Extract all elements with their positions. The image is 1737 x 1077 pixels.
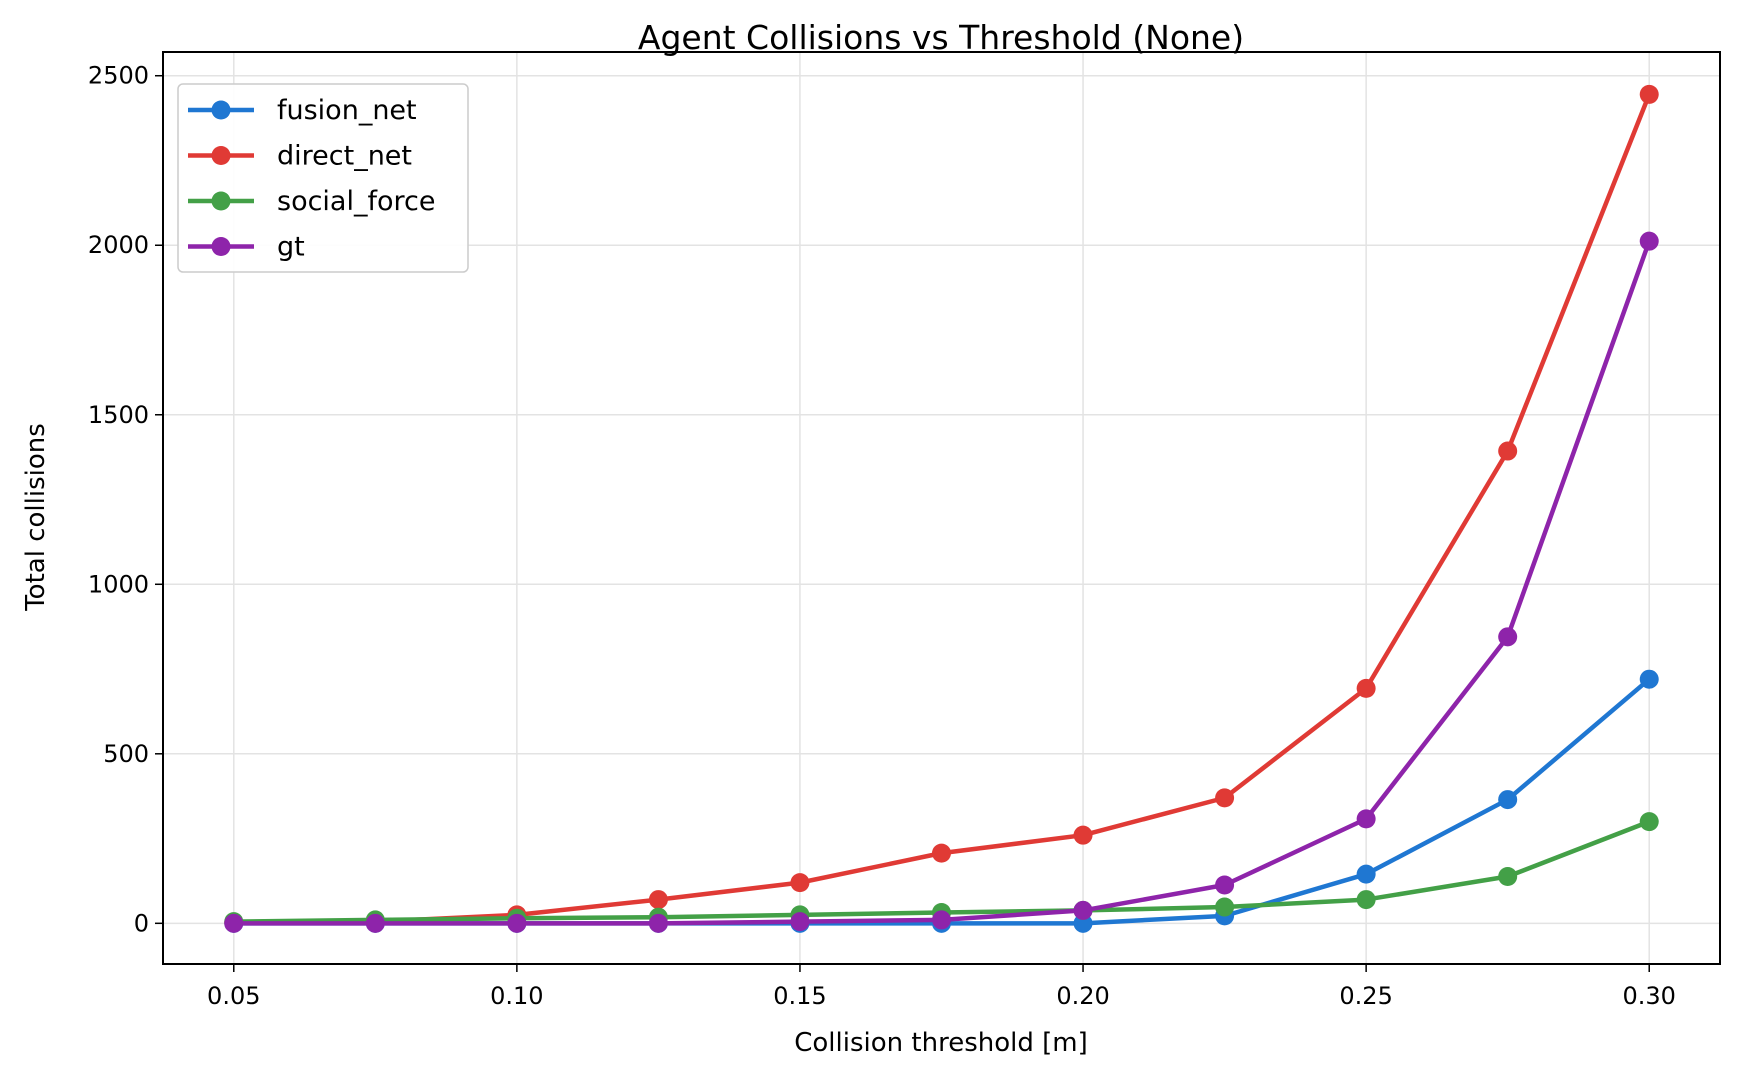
legend-swatch-marker <box>211 191 231 211</box>
legend-label: gt <box>277 232 305 263</box>
x-axis-label: Collision threshold [m] <box>794 1028 1087 1058</box>
y-tick-label: 2500 <box>88 62 149 90</box>
data-point <box>790 912 810 932</box>
y-tick-label: 2000 <box>88 231 149 259</box>
x-tick-label: 0.20 <box>1056 982 1109 1010</box>
x-axis: 0.05 0.10 0.15 0.20 0.25 0.30 <box>207 964 1676 1010</box>
x-tick-label: 0.25 <box>1339 982 1392 1010</box>
data-point <box>1639 231 1659 251</box>
data-point <box>1356 678 1376 698</box>
data-point <box>1356 864 1376 884</box>
data-point <box>648 913 668 933</box>
legend-label: direct_net <box>277 141 412 172</box>
data-point <box>1498 790 1518 810</box>
y-axis-label: Total collisions <box>21 423 51 612</box>
data-point <box>507 913 527 933</box>
data-point <box>1073 825 1093 845</box>
legend-item-social-force: social_force <box>188 186 435 217</box>
legend-item-fusion-net: fusion_net <box>188 95 417 126</box>
y-tick-label: 500 <box>103 740 149 768</box>
legend-item-direct-net: direct_net <box>188 141 412 172</box>
data-point <box>1215 875 1235 895</box>
data-point <box>1073 900 1093 920</box>
data-point <box>1639 812 1659 832</box>
chart-title: Agent Collisions vs Threshold (None) <box>638 18 1244 57</box>
y-tick-label: 0 <box>134 909 149 937</box>
legend-swatch-marker <box>211 100 231 120</box>
data-point <box>648 890 668 910</box>
data-point <box>1215 897 1235 917</box>
data-point <box>932 843 951 863</box>
data-point <box>932 910 951 930</box>
legend-label: social_force <box>277 186 435 217</box>
data-point <box>224 913 244 933</box>
data-point <box>1356 809 1376 829</box>
x-tick-label: 0.10 <box>490 982 543 1010</box>
data-point <box>1215 788 1235 808</box>
legend-box <box>177 83 469 273</box>
y-tick-label: 1500 <box>88 401 149 429</box>
x-tick-label: 0.30 <box>1623 982 1676 1010</box>
data-point <box>1498 867 1518 887</box>
grid <box>163 52 1720 964</box>
series-gt <box>224 231 1659 933</box>
x-tick-label: 0.05 <box>207 982 260 1010</box>
data-point <box>790 873 810 893</box>
data-point <box>1498 441 1518 461</box>
data-point <box>1498 627 1518 647</box>
plot-frame <box>162 51 1721 965</box>
data-point <box>1356 890 1376 910</box>
data-point <box>1639 84 1659 104</box>
legend-swatch-marker <box>211 237 231 256</box>
y-axis: 0 500 1000 1500 2000 2500 <box>88 62 163 937</box>
y-tick-label: 1000 <box>88 570 149 598</box>
series-layer <box>224 84 1659 933</box>
x-tick-label: 0.15 <box>773 982 826 1010</box>
legend-label: fusion_net <box>277 95 417 126</box>
legend-item-gt: gt <box>188 232 305 263</box>
legend-swatch-marker <box>211 146 231 165</box>
data-point <box>1639 669 1659 689</box>
data-point <box>365 913 385 933</box>
